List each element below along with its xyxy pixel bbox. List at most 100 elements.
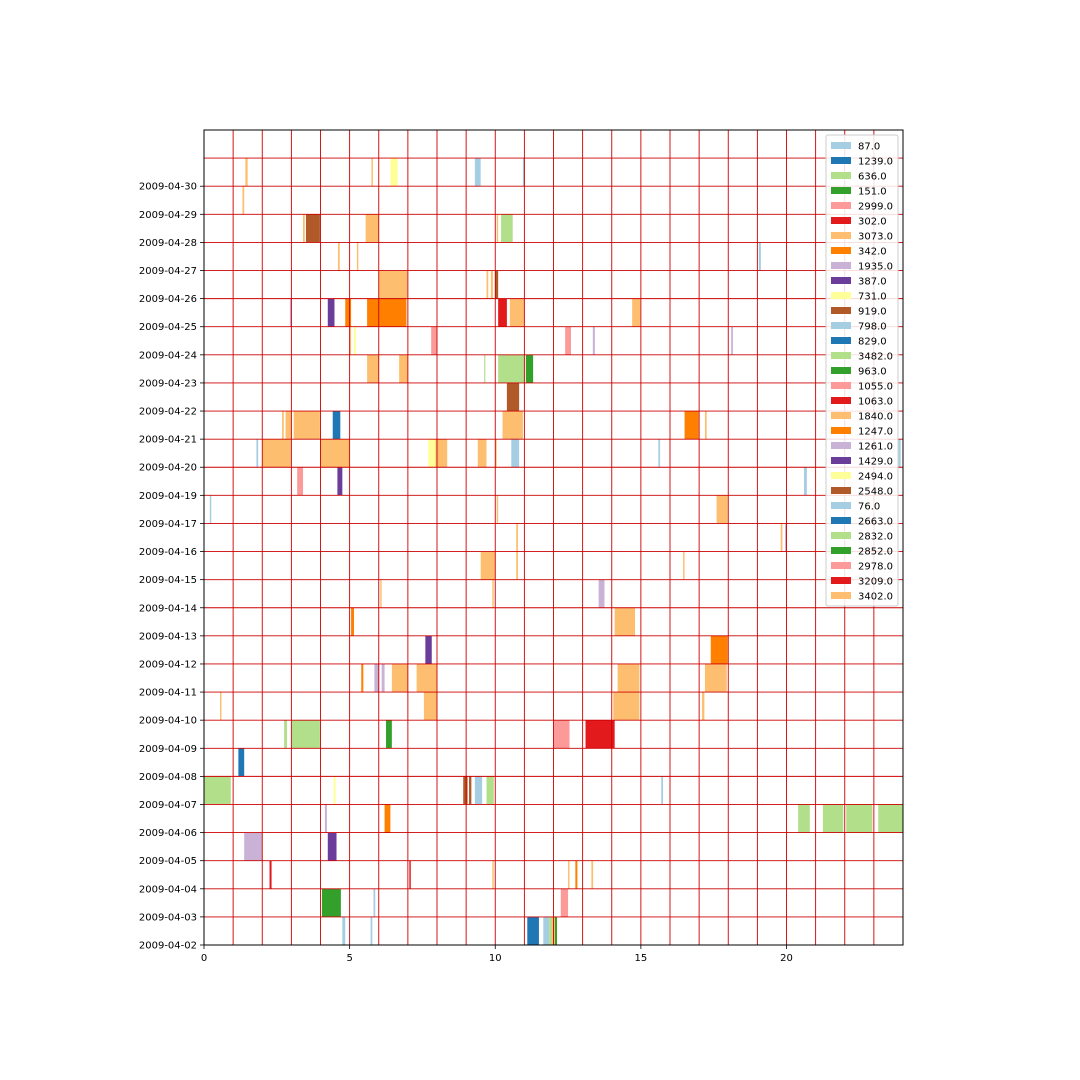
timeline-bar <box>291 720 320 749</box>
timeline-bar <box>332 411 341 440</box>
timeline-bar <box>501 214 513 243</box>
x-tick-label: 0 <box>201 953 207 964</box>
timeline-bar <box>256 439 259 468</box>
timeline-bar <box>409 860 411 889</box>
y-tick-label: 2009-04-27 <box>139 266 197 277</box>
timeline-bar <box>399 354 408 383</box>
y-tick-label: 2009-04-10 <box>139 716 197 727</box>
timeline-bar <box>425 635 432 664</box>
timeline-bar <box>592 326 595 355</box>
timeline-bar <box>284 720 288 749</box>
legend-swatch <box>831 367 851 374</box>
timeline-bar <box>381 663 385 693</box>
timeline-bar <box>898 439 901 468</box>
legend-swatch <box>831 427 851 434</box>
timeline-bar <box>477 439 487 468</box>
legend-entry-label: 3482.0 <box>858 352 893 363</box>
legend-swatch <box>831 352 851 359</box>
timeline-bar <box>435 439 448 468</box>
timeline-bar <box>716 495 728 524</box>
timeline-bar <box>474 158 481 187</box>
timeline-bar <box>568 860 570 889</box>
y-tick-label: 2009-04-07 <box>139 800 197 811</box>
legend-swatch <box>831 577 851 584</box>
legend-entry-label: 302.0 <box>858 217 887 228</box>
legend-swatch <box>831 502 851 509</box>
y-tick-label: 2009-04-22 <box>139 407 197 418</box>
legend-swatch <box>831 142 851 149</box>
legend-swatch <box>831 292 851 299</box>
timeline-bar <box>374 663 380 693</box>
timeline-bar <box>463 776 468 805</box>
timeline-bar <box>822 804 844 833</box>
legend-swatch <box>831 157 851 164</box>
legend-swatch <box>831 172 851 179</box>
legend-swatch <box>831 277 851 284</box>
timeline-bar <box>632 298 641 327</box>
timeline-bar <box>527 916 539 945</box>
legend-swatch <box>831 397 851 404</box>
timeline-bar <box>878 804 903 833</box>
legend-entry-label: 342.0 <box>858 247 887 258</box>
y-tick-label: 2009-04-25 <box>139 322 197 333</box>
timeline-bar <box>480 551 496 580</box>
legend-swatch <box>831 517 851 524</box>
timeline-bar <box>502 411 523 440</box>
timeline-bar <box>204 776 231 805</box>
timeline-bar <box>549 916 553 945</box>
timeline-bar <box>423 692 437 721</box>
legend-entry-label: 3073.0 <box>858 232 893 243</box>
y-tick-label: 2009-04-17 <box>139 519 197 530</box>
y-tick-label: 2009-04-26 <box>139 294 197 305</box>
timeline-bar <box>702 692 705 721</box>
timeline-bar <box>285 411 292 440</box>
legend-entry-label: 798.0 <box>858 322 887 333</box>
y-tick-label: 2009-04-29 <box>139 210 197 221</box>
timeline-bar <box>780 523 783 552</box>
timeline-bar <box>238 748 245 777</box>
legend-entry-label: 1935.0 <box>858 262 893 273</box>
y-tick-label: 2009-04-04 <box>139 884 197 895</box>
legend-entry-label: 731.0 <box>858 292 887 303</box>
timeline-bar <box>367 354 379 383</box>
legend-entry-label: 3402.0 <box>858 592 893 603</box>
legend-entry-label: 2978.0 <box>858 562 893 573</box>
timeline-bar <box>209 495 212 524</box>
legend-entry-label: 2999.0 <box>858 202 893 213</box>
timeline-bar <box>846 804 873 833</box>
y-tick-label: 2009-04-15 <box>139 575 197 586</box>
legend-entry-label: 151.0 <box>858 187 887 198</box>
timeline-bar <box>496 495 499 524</box>
legend-swatch <box>831 262 851 269</box>
timeline-bar <box>492 860 494 889</box>
timeline-bar <box>327 298 335 327</box>
timeline-bar <box>297 467 304 496</box>
legend-entry-label: 3209.0 <box>858 577 893 588</box>
timeline-bar <box>349 326 352 355</box>
timeline-bar <box>245 158 248 187</box>
timeline-bar <box>324 804 327 833</box>
timeline-bar <box>484 354 486 383</box>
legend-entry-label: 2494.0 <box>858 472 893 483</box>
legend-swatch <box>831 532 851 539</box>
y-tick-label: 2009-04-14 <box>139 603 197 614</box>
y-tick-label: 2009-04-13 <box>139 631 197 642</box>
legend-swatch <box>831 337 851 344</box>
bars-layer <box>204 158 903 945</box>
timeline-bar <box>798 804 810 833</box>
timeline-bar <box>242 186 245 215</box>
legend-swatch <box>831 187 851 194</box>
timeline-bar <box>591 860 594 889</box>
x-tick-label: 5 <box>346 953 352 964</box>
timeline-bar <box>370 916 373 945</box>
legend-entry-label: 2852.0 <box>858 547 893 558</box>
legend-swatch <box>831 247 851 254</box>
timeline-bar <box>506 382 520 412</box>
legend-entry-label: 2663.0 <box>858 517 893 528</box>
timeline-bar <box>758 242 761 271</box>
legend-entry-label: 636.0 <box>858 172 887 183</box>
y-tick-label: 2009-04-23 <box>139 378 197 389</box>
timeline-bar <box>492 579 494 608</box>
y-tick-label: 2009-04-03 <box>139 912 197 923</box>
timeline-bar <box>490 270 493 299</box>
